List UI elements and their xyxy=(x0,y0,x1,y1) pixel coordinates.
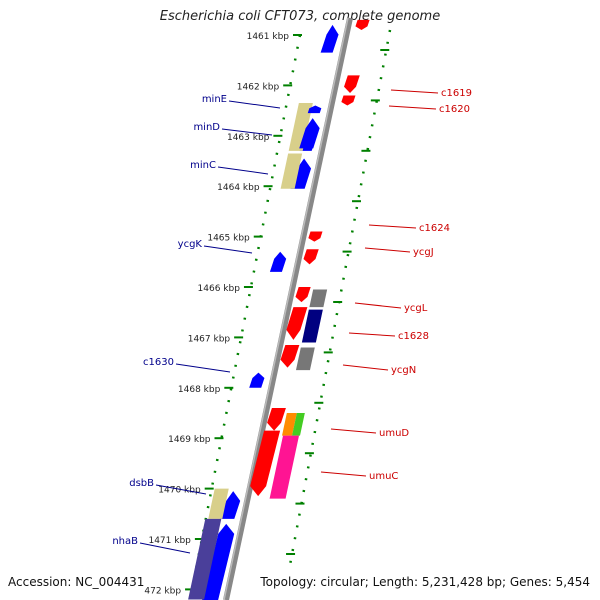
leader-line-ycgl xyxy=(354,302,402,309)
leader-line-ycgj xyxy=(364,247,411,253)
map-title: Escherichia coli CFT073, complete genome xyxy=(159,9,441,24)
accession-text: Accession: NC_004431 xyxy=(8,575,145,589)
leader-line-ycgk xyxy=(203,245,253,254)
gene-feature xyxy=(250,430,281,497)
leader-line-c1624 xyxy=(368,224,417,229)
gene-feature xyxy=(307,105,322,114)
gene-feature xyxy=(280,344,300,368)
leader-line-ycgn xyxy=(342,364,389,371)
gene-label-ycgj: ycgJ xyxy=(413,247,434,258)
tick-label-1469: 1469 kbp xyxy=(168,435,211,445)
gene-feature xyxy=(208,488,229,519)
gene-feature xyxy=(303,249,319,265)
tick-label-1472: 472 kbp xyxy=(144,586,181,596)
leader-line-c1620 xyxy=(388,105,437,110)
gene-feature xyxy=(355,19,370,30)
gene-feature xyxy=(267,407,286,431)
gene-feature xyxy=(344,75,360,93)
gene-feature xyxy=(286,307,308,340)
gene-feature xyxy=(280,153,303,189)
gene-label-minc: minC xyxy=(190,160,216,171)
gene-feature xyxy=(295,287,311,303)
tick-label-1462: 1462 kbp xyxy=(237,82,280,92)
leader-line-c1628 xyxy=(348,332,396,337)
leader-line-umud xyxy=(330,428,377,434)
gene-feature xyxy=(282,413,297,436)
leader-line-minc xyxy=(217,166,269,175)
gene-feature xyxy=(269,435,300,499)
gene-label-ycgk: ycgK xyxy=(178,239,203,250)
tick-label-1468: 1468 kbp xyxy=(178,385,221,395)
gene-feature xyxy=(269,251,287,272)
gene-feature xyxy=(288,103,313,151)
tick-label-1463: 1463 kbp xyxy=(227,133,270,143)
gene-label-c1620: c1620 xyxy=(439,104,470,115)
genome-backbone-highlight xyxy=(223,17,349,600)
leader-line-nhab xyxy=(139,542,191,554)
gene-label-c1619: c1619 xyxy=(441,88,472,99)
tick-label-1470: 1470 kbp xyxy=(158,486,201,496)
gene-feature xyxy=(202,523,235,600)
gene-feature xyxy=(308,231,323,242)
leader-line-mind xyxy=(221,128,273,136)
leader-line-c1619 xyxy=(390,89,439,94)
gene-feature xyxy=(292,413,305,436)
topology-text: Topology: circular; Length: 5,231,428 bp… xyxy=(260,575,590,589)
tick-label-1461: 1461 kbp xyxy=(247,32,290,42)
gene-label-ycgl: ycgL xyxy=(404,303,428,314)
gene-feature xyxy=(320,24,339,53)
gene-label-c1624: c1624 xyxy=(419,223,450,234)
tick-label-1467: 1467 kbp xyxy=(188,334,231,344)
gene-label-mind: minD xyxy=(193,122,220,133)
leader-line-mine xyxy=(228,100,281,109)
tick-label-1464: 1464 kbp xyxy=(217,183,260,193)
left-gene-labels: minE minD minC ycgK c1630 dsbB nhaB xyxy=(112,94,281,554)
gene-label-mine: minE xyxy=(202,94,227,105)
leader-line-c1630 xyxy=(175,363,231,373)
tick-label-1471: 1471 kbp xyxy=(148,536,191,546)
scale-ticks: 1461 kbp 1462 kbp 1463 kbp 1464 kbp 1465 kbp… xyxy=(144,32,390,596)
gene-label-nhab: nhaB xyxy=(112,536,138,547)
gene-feature xyxy=(249,372,265,388)
gene-feature xyxy=(341,95,356,106)
gene-label-umuc: umuC xyxy=(369,471,398,482)
genome-backbone xyxy=(223,17,353,600)
gene-label-ycgn: ycgN xyxy=(391,365,416,376)
tick-label-1465: 1465 kbp xyxy=(207,234,250,244)
right-gene-labels: c1619 c1620 c1624 ycgJ ycgL c1628 ycgN umuD umuC xyxy=(320,88,472,482)
gene-feature xyxy=(299,118,320,149)
gene-label-c1630: c1630 xyxy=(143,357,174,368)
gene-feature xyxy=(220,491,241,519)
gene-feature xyxy=(301,309,323,343)
gene-feature xyxy=(309,289,328,308)
leader-line-umuc xyxy=(320,471,367,477)
gene-label-dsbb: dsbB xyxy=(129,478,154,489)
gene-label-umud: umuD xyxy=(379,428,409,439)
gene-feature xyxy=(295,347,315,371)
gene-label-c1628: c1628 xyxy=(398,331,429,342)
gene-features xyxy=(188,19,370,600)
tick-label-1466: 1466 kbp xyxy=(198,284,241,294)
leader-line-dsbb xyxy=(155,484,207,495)
gene-feature xyxy=(188,518,222,600)
